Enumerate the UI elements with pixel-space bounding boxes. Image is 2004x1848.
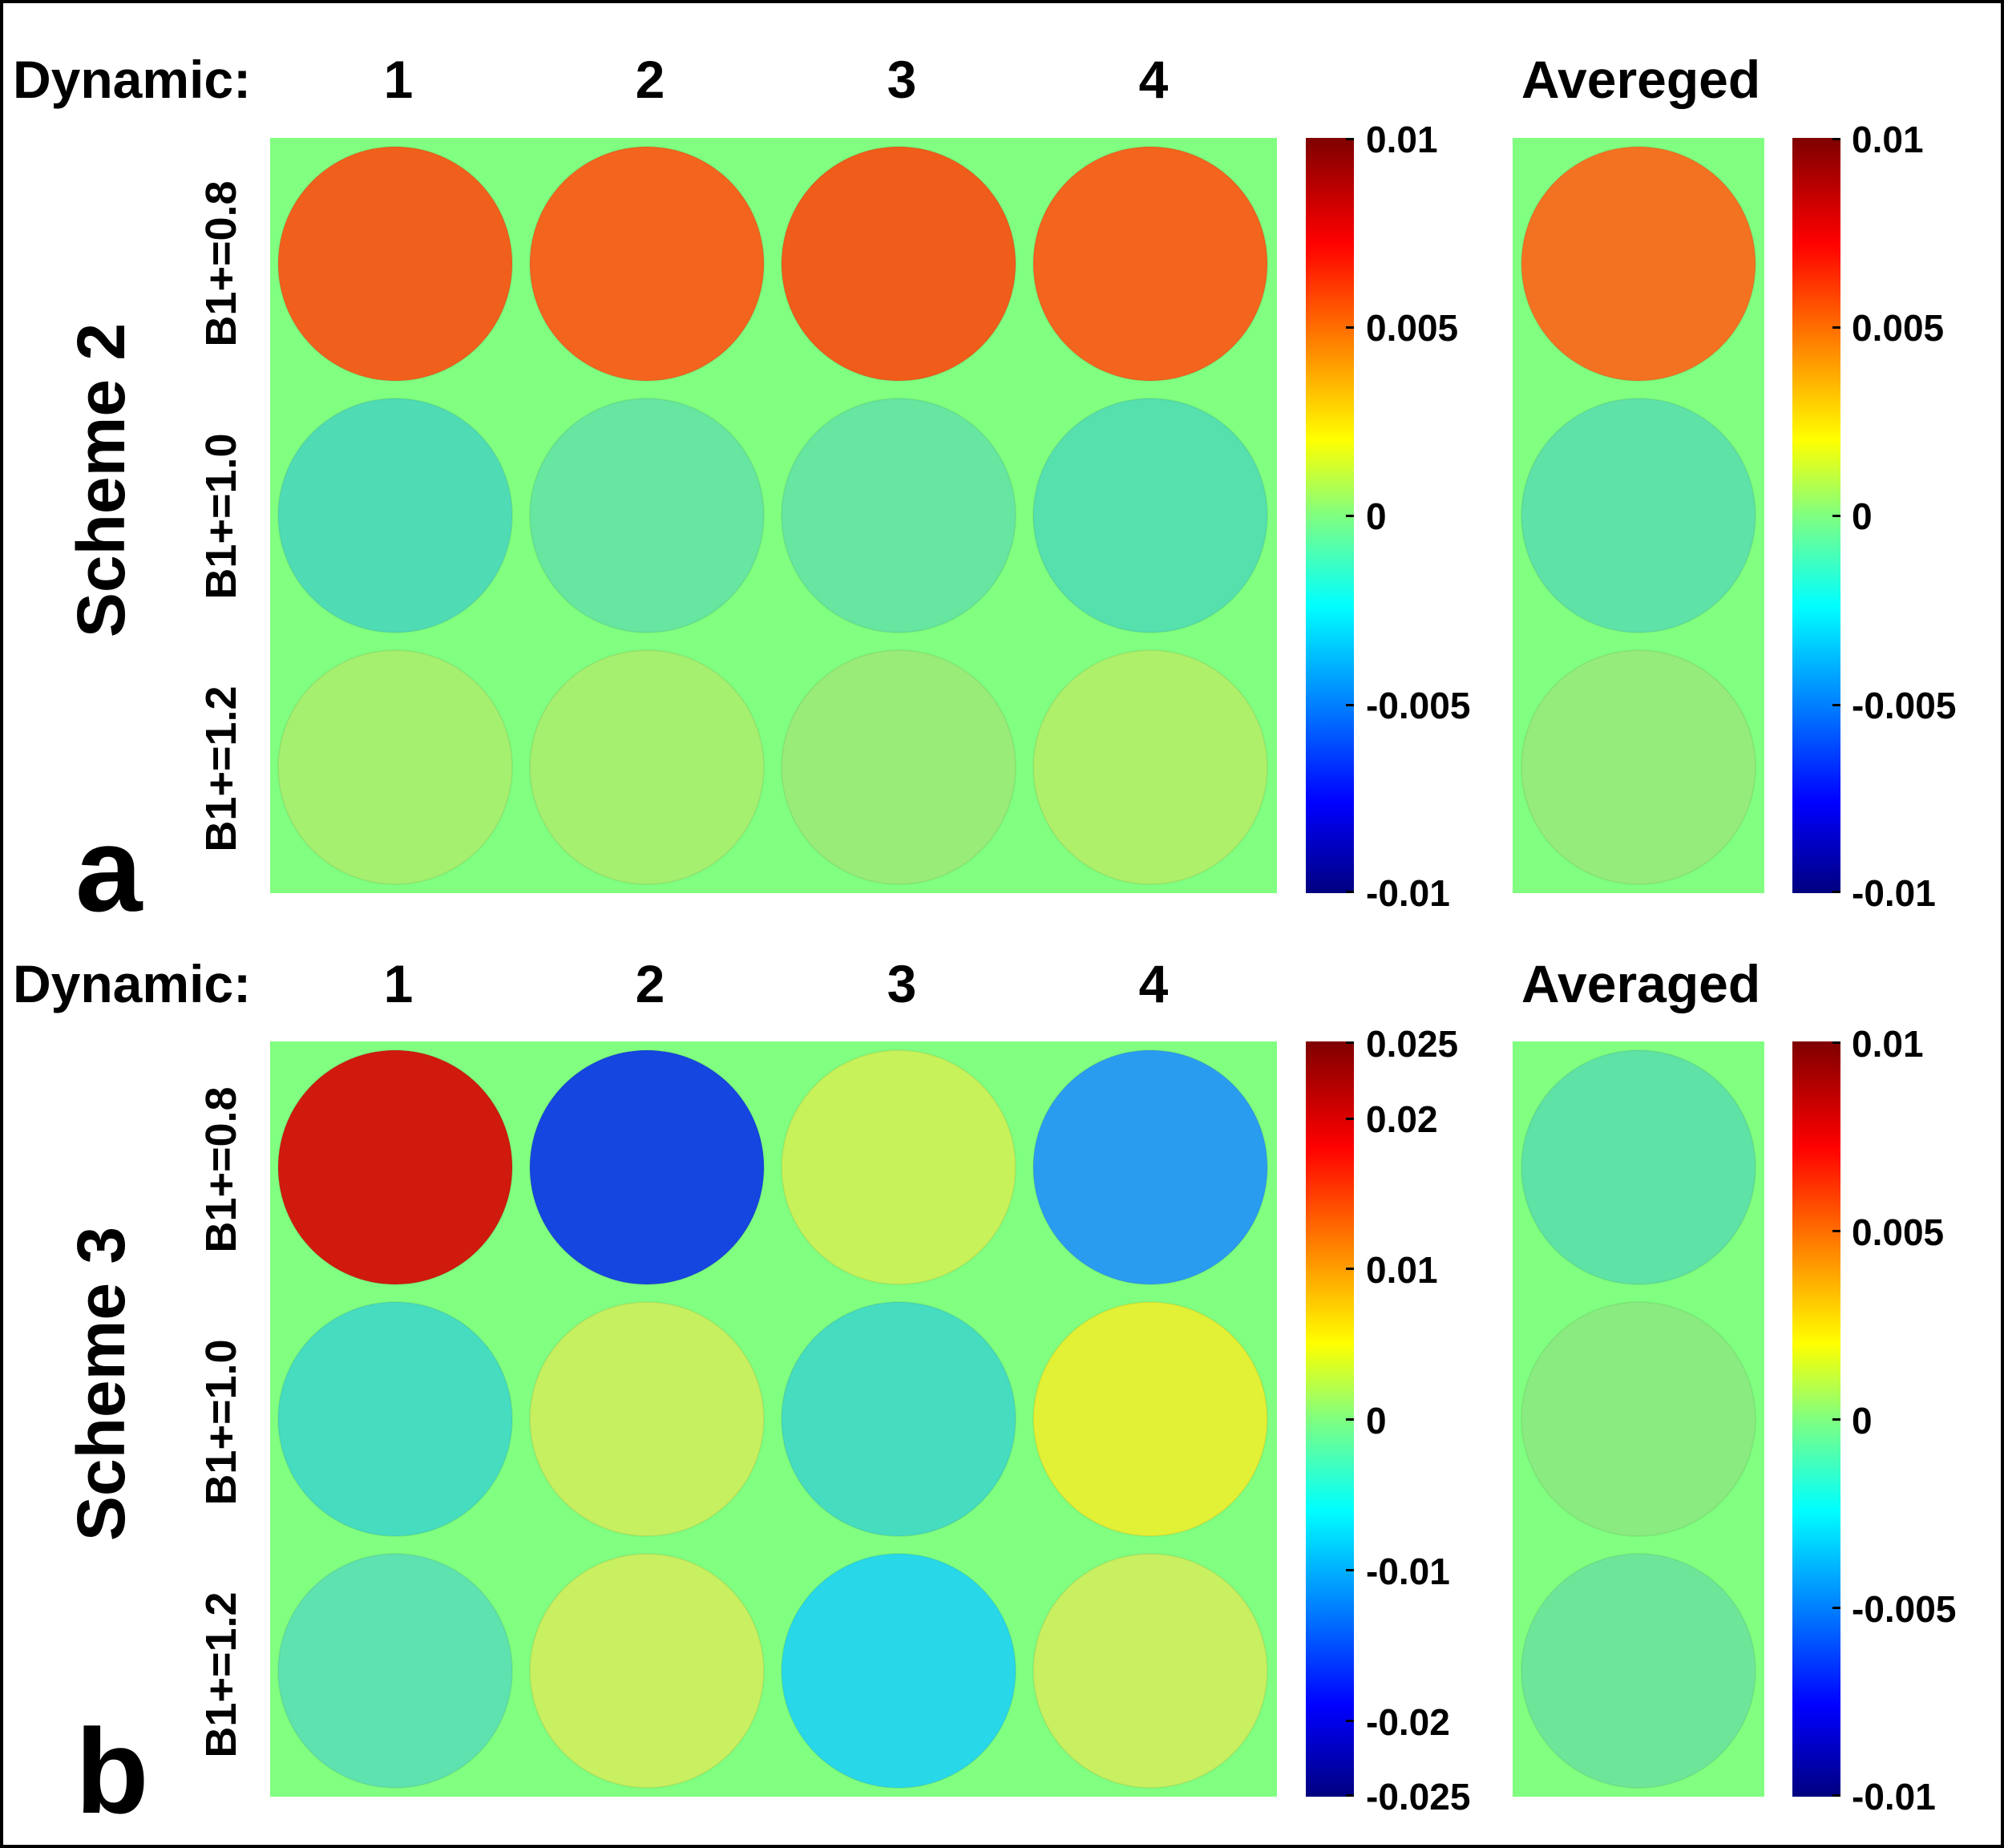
panel-b-averaged-label: Averaged — [1521, 954, 1761, 1013]
panel-a-map-disc — [1032, 398, 1268, 633]
panel-a-cbar-avg-tick-1: 0.01 — [1852, 119, 1924, 160]
panel-a-map-disc — [781, 398, 1016, 633]
panel-b-dynamic-3: 3 — [887, 954, 917, 1013]
panel-a-cbar-main-tickmark — [1346, 326, 1354, 329]
panel-a-map-disc — [529, 398, 765, 633]
panel-b-dynamic-4: 4 — [1138, 954, 1169, 1013]
panel-b-dynamic-label: Dynamic: — [13, 954, 252, 1013]
panel-a-cbar-avg-tickmark — [1832, 138, 1840, 140]
panel-a-map-disc — [529, 649, 765, 885]
panel-a-dynamic-label: Dynamic: — [13, 50, 252, 109]
panel-b-avg-map-disc — [1521, 1301, 1756, 1537]
panel-a-cbar-avg-tick-2: 0.005 — [1852, 307, 1945, 349]
panel-b-map-disc — [1032, 1553, 1268, 1789]
panel-b-cbar-avg-tickmark — [1832, 1794, 1840, 1797]
panel-b-cbar-avg-tick-5: -0.01 — [1852, 1776, 1936, 1818]
panel-a-map-disc — [277, 398, 513, 633]
panel-a-cbar-avg-tickmark — [1832, 891, 1840, 893]
panel-a-cbar-avg-tick-4: -0.005 — [1852, 685, 1957, 726]
panel-b-cbar-main-tick-1: 0.025 — [1366, 1023, 1459, 1065]
panel-b-letter: b — [75, 1704, 149, 1838]
panel-a-cbar-main-tickmark — [1346, 891, 1354, 893]
panel-a-map-disc — [277, 649, 513, 885]
panel-b-dynamic-1: 1 — [383, 954, 414, 1013]
panel-b-cbar-main-tickmark — [1346, 1720, 1354, 1722]
panel-a-cbar-avg-tickmark — [1832, 515, 1840, 517]
panel-a-cbar-avg-tick-3: 0 — [1852, 495, 1873, 537]
panel-b-map-disc — [277, 1301, 513, 1537]
panel-b-cbar-main-tick-4: 0 — [1366, 1400, 1387, 1442]
panel-b-cbar-main-tickmark — [1346, 1418, 1354, 1421]
panel-a-avg-map-disc — [1521, 649, 1756, 885]
panel-b-cbar-main-tick-7: -0.025 — [1366, 1776, 1471, 1818]
panel-b-map-disc — [781, 1049, 1016, 1285]
panel-a-cbar-main-tickmark — [1346, 138, 1354, 140]
panel-a-dynamic-2: 2 — [635, 50, 665, 109]
panel-a-map-disc — [781, 146, 1016, 382]
panel-b-cbar-avg-tick-4: -0.005 — [1852, 1588, 1957, 1630]
panel-b-map-disc — [781, 1301, 1016, 1537]
panel-a-map-disc — [1032, 146, 1268, 382]
panel-a-cbar-main-tickmark — [1346, 704, 1354, 706]
panel-a-avg-map-disc — [1521, 146, 1756, 382]
panel-a-cbar-main-tick-1: 0.01 — [1366, 119, 1438, 160]
panel-b-cbar-avg-tick-1: 0.01 — [1852, 1023, 1924, 1065]
panel-b-avg-map-disc — [1521, 1049, 1756, 1285]
panel-b-cbar-main-tick-3: 0.01 — [1366, 1249, 1438, 1291]
panel-b-cbar-main-tickmark — [1346, 1569, 1354, 1571]
panel-a-dynamic-4: 4 — [1138, 50, 1169, 109]
panel-b-map-disc — [277, 1553, 513, 1789]
panel-a-cbar-main-tick-3: 0 — [1366, 495, 1387, 537]
panel-a-dynamic-1: 1 — [383, 50, 414, 109]
panel-b-avg-map-disc — [1521, 1553, 1756, 1789]
panel-a-averaged-label: Avereged — [1521, 50, 1761, 109]
panel-a-cbar-avg-tickmark — [1832, 326, 1840, 329]
panel-b-cbar-avg-tickmark — [1832, 1418, 1840, 1421]
panel-b-cbar-avg-tickmark — [1832, 1607, 1840, 1609]
panel-b-cbar-avg-tick-2: 0.005 — [1852, 1211, 1945, 1253]
panel-b-map-disc — [529, 1301, 765, 1537]
panel-b-cbar-main-tick-5: -0.01 — [1366, 1551, 1450, 1592]
panel-b-cbar-main-tick-2: 0.02 — [1366, 1098, 1438, 1140]
panel-b-cbar-avg-tickmark — [1832, 1041, 1840, 1044]
panel-b-cbar-avg-tick-3: 0 — [1852, 1400, 1873, 1442]
panel-b-cbar-main-tick-6: -0.02 — [1366, 1701, 1450, 1743]
panel-b-map-disc — [529, 1049, 765, 1285]
panel-a-letter: a — [75, 802, 143, 936]
panel-b-map-disc — [529, 1553, 765, 1789]
panel-a-cbar-main-tickmark — [1346, 515, 1354, 517]
panel-a-map-disc — [1032, 649, 1268, 885]
panel-b-cbar-main-tickmark — [1346, 1794, 1354, 1797]
panel-a-map-disc — [781, 649, 1016, 885]
panel-b-map-disc — [781, 1553, 1016, 1789]
panel-b-cbar-main-tickmark — [1346, 1041, 1354, 1044]
panel-b-map-disc — [277, 1049, 513, 1285]
panel-a-dynamic-3: 3 — [887, 50, 917, 109]
panel-b-map-disc — [1032, 1049, 1268, 1285]
panel-a-cbar-main-tick-5: -0.01 — [1366, 872, 1450, 914]
panel-b-cbar-main-tickmark — [1346, 1268, 1354, 1270]
panel-a-map-disc — [277, 146, 513, 382]
panel-a-avg-map-disc — [1521, 398, 1756, 633]
panel-a-cbar-main-tick-4: -0.005 — [1366, 685, 1471, 726]
panel-a-cbar-avg-tickmark — [1832, 704, 1840, 706]
panel-a-map-disc — [529, 146, 765, 382]
panel-b-map-disc — [1032, 1301, 1268, 1537]
panel-a-cbar-avg-tick-5: -0.01 — [1852, 872, 1936, 914]
panel-b-cbar-main-tickmark — [1346, 1118, 1354, 1120]
panel-a-cbar-main-tick-2: 0.005 — [1366, 307, 1459, 349]
map-images — [270, 138, 1764, 1797]
panel-b-cbar-avg-tickmark — [1832, 1230, 1840, 1232]
panel-b-dynamic-2: 2 — [635, 954, 665, 1013]
